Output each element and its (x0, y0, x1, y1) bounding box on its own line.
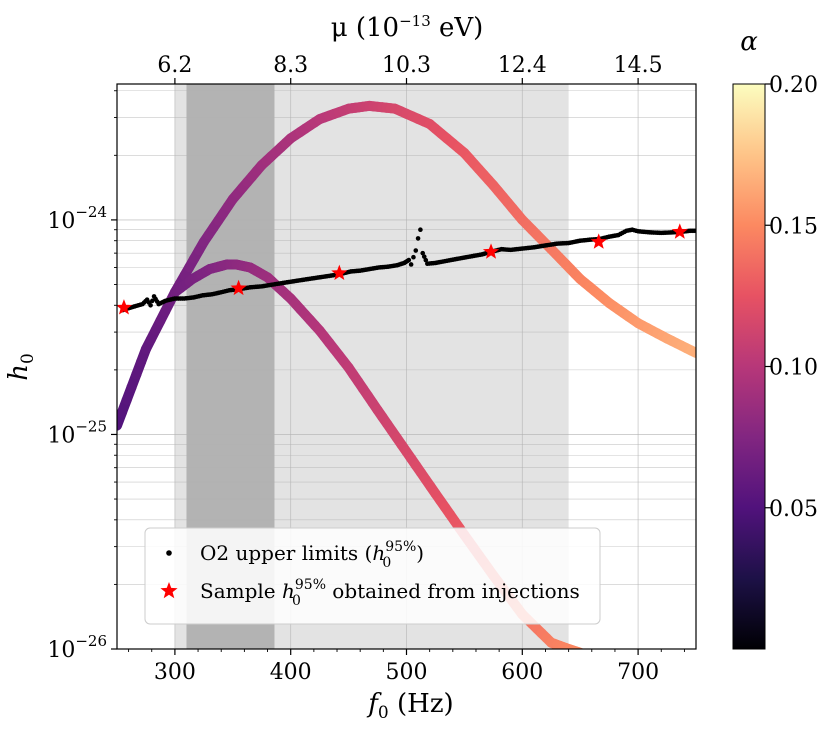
curve-segment (686, 345, 696, 358)
x-tick-label: 500 (386, 660, 428, 685)
curve-segment (567, 645, 579, 649)
x-axis-label: f0 (Hz) (366, 689, 453, 723)
colorbar-ticks: 0.05 0.10 0.15 0.20 (765, 73, 818, 522)
injection-star (671, 223, 688, 239)
top-tick-label: 12.4 (498, 53, 547, 78)
o2-point (418, 227, 423, 233)
o2-point (420, 250, 426, 256)
injection-star (230, 279, 247, 296)
curve-segment (569, 645, 581, 649)
o2-point (148, 302, 153, 308)
legend-star-marker (160, 582, 178, 599)
y-tick-label: 10−25 (47, 417, 107, 448)
legend: O2 upper limits (h95% 0) Sample h95% 0 obt… (144, 527, 601, 625)
o2-point (411, 254, 416, 260)
x-tick-label: 300 (154, 660, 196, 685)
top-tick-label: 10.3 (382, 53, 431, 78)
colorbar-tick-label: 0.20 (769, 73, 818, 98)
top-tick-label: 6.2 (157, 53, 192, 78)
signal-curves (117, 100, 696, 649)
signal-curve-1 (117, 100, 696, 431)
colorbar-tick-label: 0.05 (769, 497, 818, 522)
colorbar-label: α (740, 27, 758, 57)
x-tick-label: 700 (617, 660, 659, 685)
x-tick-label: 600 (501, 660, 543, 685)
gridlines (117, 84, 696, 649)
top-tick-label: 8.3 (273, 53, 308, 78)
curve-segment (565, 644, 578, 649)
axis-ticks: 300 400 500 600 700 6.2 8.3 10.3 12.4 14.5 10−26 10… (47, 53, 685, 685)
injection-star (115, 299, 133, 315)
injection-star (482, 243, 500, 259)
o2-point (421, 254, 427, 259)
o2-point (408, 262, 414, 267)
colorbar-gradient (732, 83, 766, 650)
legend-o2-label: O2 upper limits (h95% 0) (200, 539, 424, 571)
y-tick-label: 10−24 (47, 203, 107, 234)
legend-injection-label: Sample h95% 0 obtained from injections (200, 577, 580, 609)
colorbar: 0.05 0.10 0.15 0.20 α (732, 27, 818, 650)
curve-segment (574, 647, 584, 649)
injection-star (331, 264, 348, 280)
o2-point (415, 236, 421, 241)
top-tick-label: 14.5 (614, 53, 663, 78)
x-tick-label: 400 (270, 660, 312, 685)
curve-segment (572, 646, 583, 649)
colorbar-tick-label: 0.15 (769, 214, 818, 239)
o2-point (423, 257, 429, 263)
legend-o2-marker (166, 550, 172, 556)
colorbar-tick-label: 0.10 (769, 356, 818, 381)
sample-injections-series (115, 223, 688, 315)
injection-star (590, 233, 607, 249)
o2-point (406, 257, 412, 263)
y-axis-label: h0 (4, 353, 38, 381)
o2-point (413, 248, 419, 253)
top-axis-label: μ (10−13 eV) (331, 12, 484, 43)
y-tick-label: 10−26 (47, 632, 107, 663)
legend-box (144, 527, 601, 625)
